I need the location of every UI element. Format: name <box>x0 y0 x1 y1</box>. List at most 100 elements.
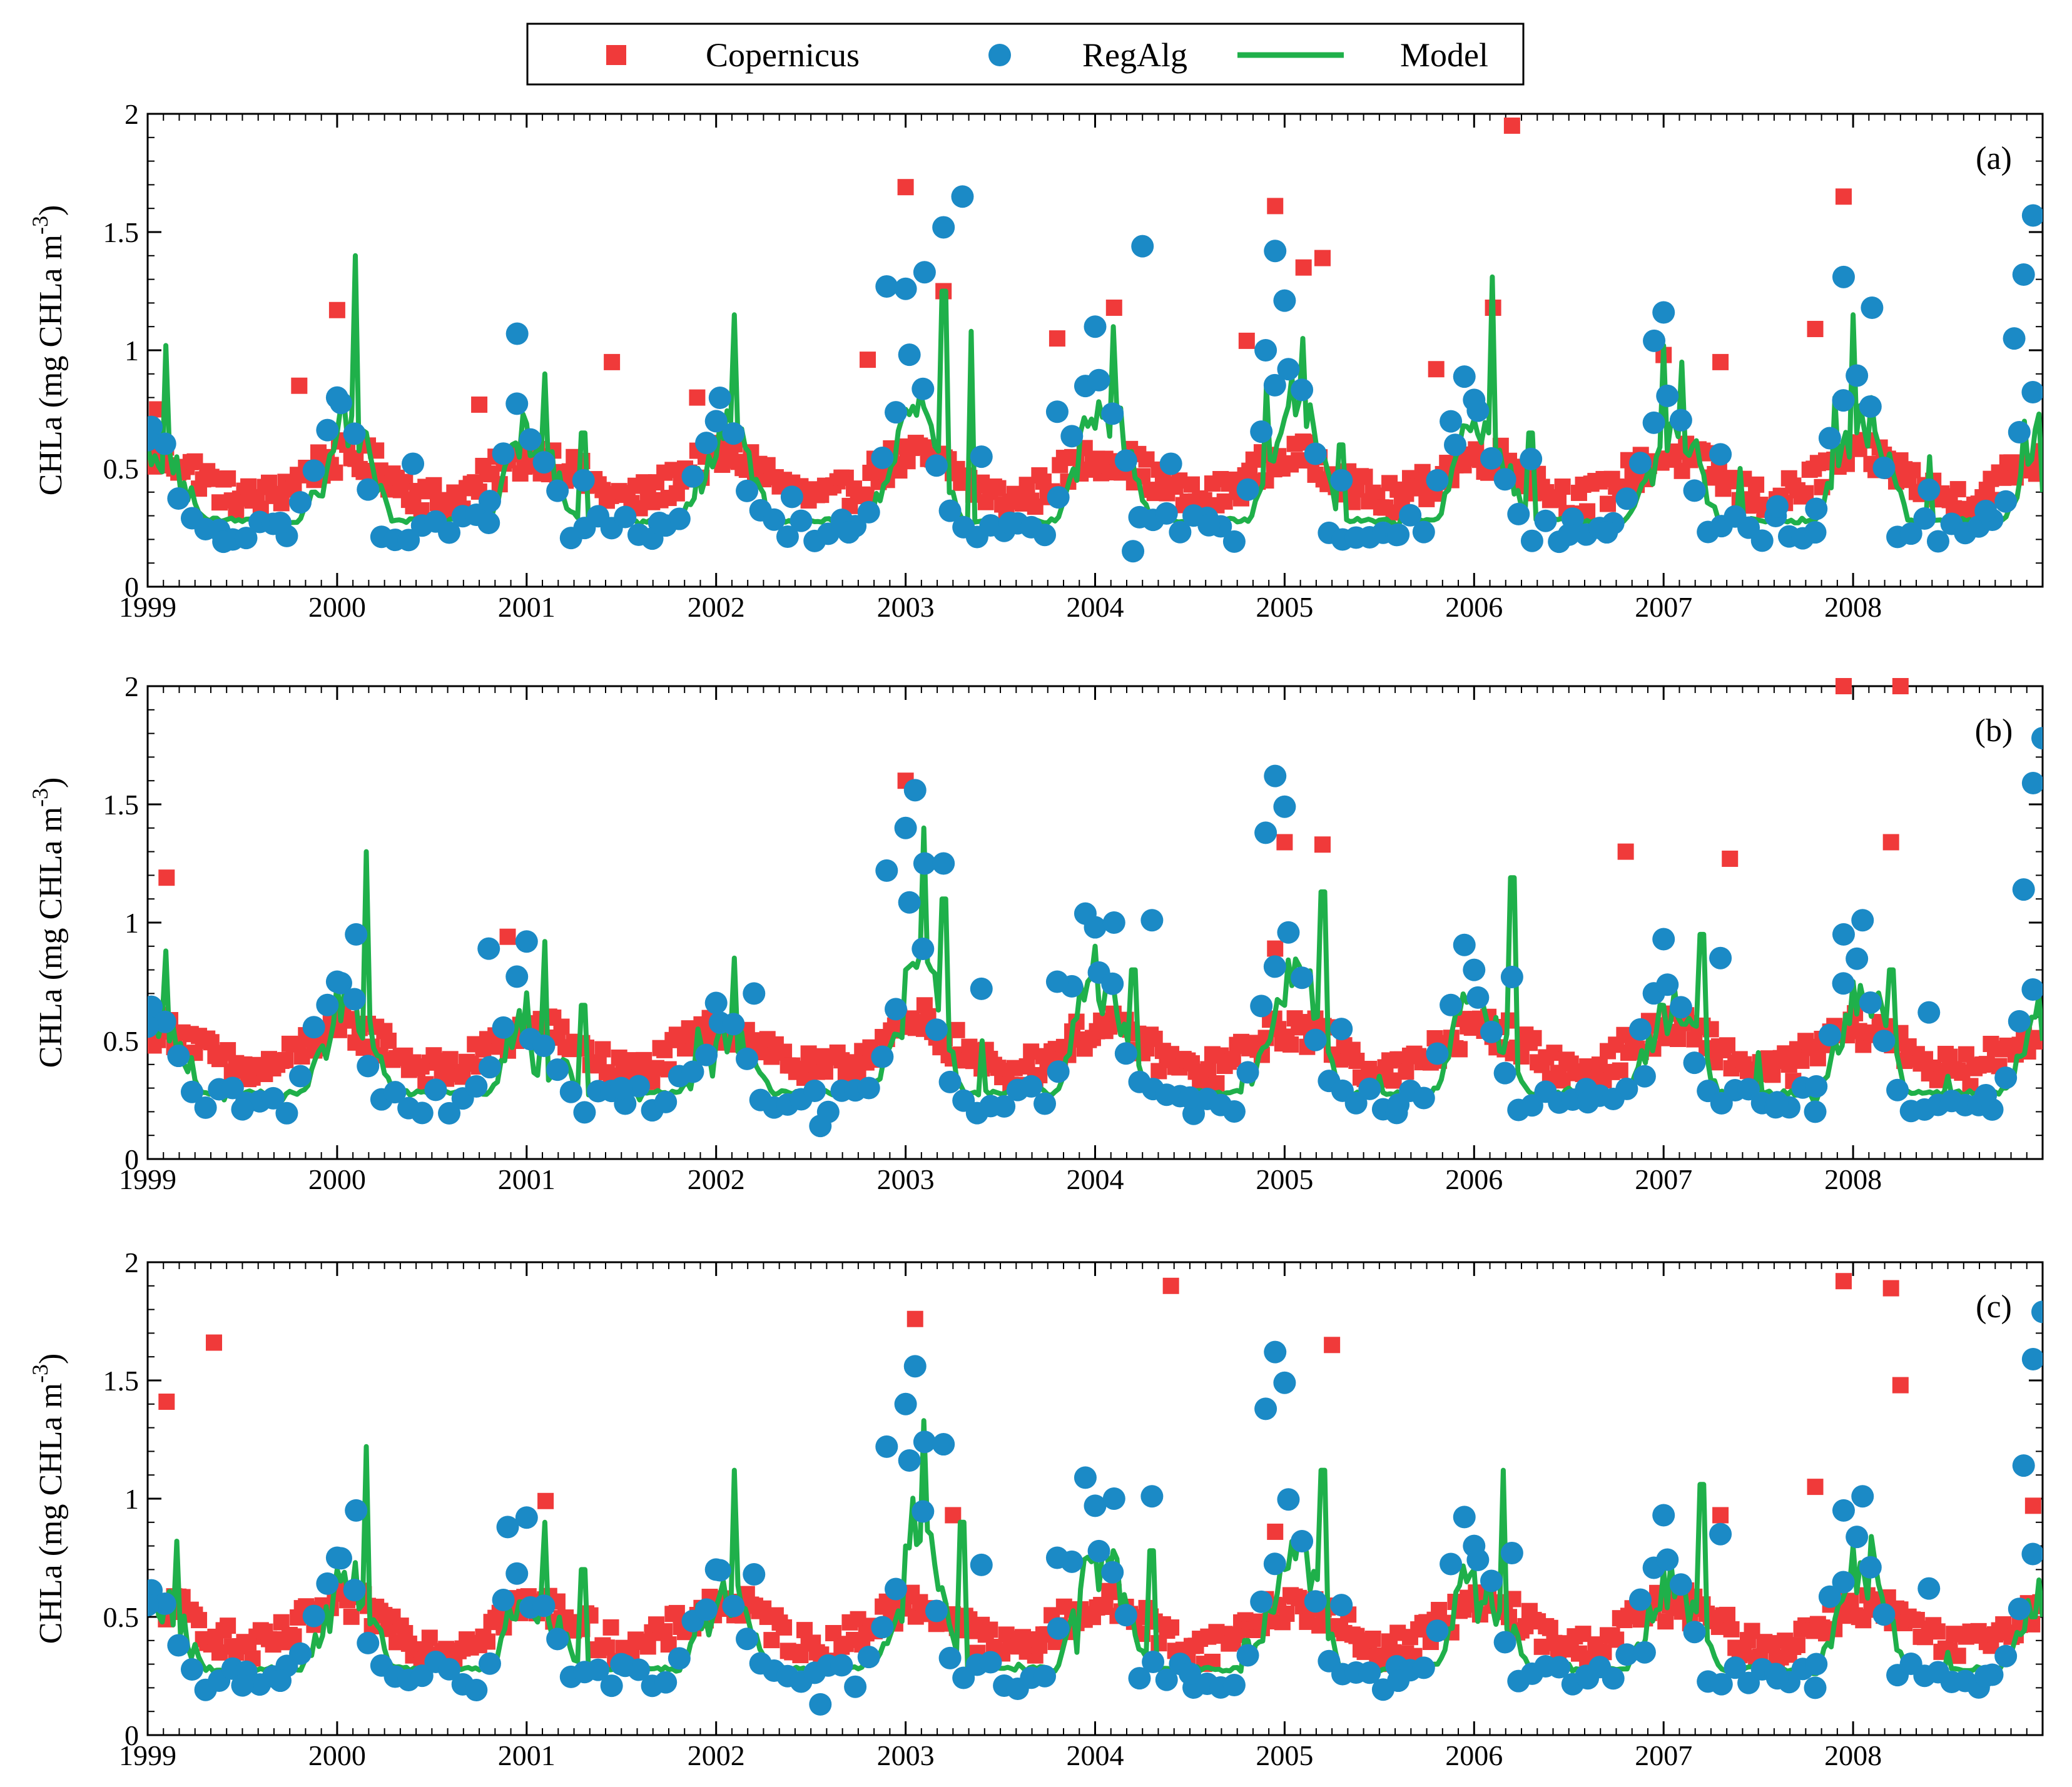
regalg-point <box>925 454 948 477</box>
regalg-point <box>695 1043 718 1066</box>
regalg-point <box>1899 522 1922 545</box>
regalg-point <box>1656 973 1679 996</box>
regalg-point <box>894 816 917 839</box>
x-tick-label: 2000 <box>308 1163 366 1195</box>
regalg-point <box>492 1588 515 1611</box>
copernicus-point <box>553 1018 570 1035</box>
regalg-point <box>1804 1100 1827 1123</box>
regalg-point <box>1466 986 1490 1009</box>
copernicus-point <box>425 477 442 494</box>
regalg-point <box>1263 373 1286 397</box>
regalg-point <box>695 432 718 455</box>
regalg-point <box>1264 764 1287 787</box>
x-tick-label: 2001 <box>498 1163 556 1195</box>
regalg-point <box>505 1562 529 1585</box>
regalg-point <box>492 442 515 465</box>
regalg-point <box>1656 384 1679 407</box>
regalg-point <box>1273 1371 1296 1394</box>
regalg-point <box>1101 1561 1124 1584</box>
copernicus-point <box>291 377 308 394</box>
regalg-point <box>1412 1656 1435 1679</box>
y-tick-label: 1 <box>124 907 139 939</box>
copernicus-point <box>1324 1337 1341 1354</box>
regalg-point <box>1047 486 1070 509</box>
regalg-point <box>1974 1083 1998 1106</box>
regalg-point <box>875 1435 898 1458</box>
regalg-point <box>302 1604 325 1628</box>
regalg-point <box>1291 966 1314 990</box>
regalg-point <box>871 1045 894 1068</box>
regalg-point <box>938 1646 962 1669</box>
regalg-point <box>1463 958 1486 981</box>
regalg-point <box>1615 1643 1638 1666</box>
regalg-point <box>1520 1094 1543 1117</box>
regalg-point <box>269 511 292 534</box>
y-tick-label: 1.5 <box>103 216 140 248</box>
copernicus-point <box>220 470 236 487</box>
regalg-point <box>1832 923 1855 946</box>
regalg-point <box>1084 916 1107 939</box>
regalg-point <box>1178 1086 1201 1109</box>
plot-area <box>148 1273 2043 1716</box>
regalg-point <box>345 1499 368 1522</box>
regalg-point <box>704 991 728 1015</box>
legend-label-model: Model <box>1400 36 1488 74</box>
x-tick-label: 2000 <box>308 1739 366 1771</box>
copernicus-point <box>945 1507 962 1524</box>
regalg-point <box>912 1500 935 1523</box>
regalg-point <box>871 1616 894 1639</box>
regalg-point <box>1724 1656 1747 1679</box>
x-tick-label: 2004 <box>1067 591 1124 623</box>
copernicus-point <box>273 495 290 512</box>
regalg-point <box>424 1078 447 1101</box>
regalg-point <box>2021 380 2043 403</box>
copernicus-point <box>639 1638 656 1655</box>
regalg-point <box>546 1628 569 1651</box>
regalg-point <box>1832 1571 1855 1594</box>
regalg-point <box>1291 378 1314 402</box>
regalg-point <box>610 1076 633 1100</box>
x-tick-label: 2005 <box>1256 1163 1313 1195</box>
regalg-point <box>1169 520 1192 544</box>
regalg-point <box>1859 395 1882 418</box>
y-axis-title: CHLa (mg CHLa m-3) <box>28 1354 69 1644</box>
copernicus-point <box>1282 1036 1299 1053</box>
regalg-point <box>668 507 691 530</box>
y-tick-label: 0 <box>124 571 139 603</box>
x-tick-label: 1999 <box>119 1739 176 1771</box>
regalg-point <box>505 322 529 345</box>
regalg-point <box>1264 1340 1287 1364</box>
regalg-point <box>1832 972 1855 995</box>
regalg-point <box>231 1674 254 1697</box>
copernicus-point <box>343 1608 360 1625</box>
regalg-point <box>885 998 908 1021</box>
regalg-point <box>180 1658 203 1681</box>
regalg-point <box>610 1653 633 1676</box>
copernicus-point <box>1712 1507 1729 1524</box>
x-tick-label: 1999 <box>119 1163 176 1195</box>
copernicus-point <box>471 396 488 413</box>
regalg-point <box>1440 993 1463 1016</box>
regalg-point <box>1330 468 1353 492</box>
regalg-point <box>1480 447 1503 470</box>
x-tick-label: 2008 <box>1824 1739 1882 1771</box>
regalg-point <box>1557 523 1580 546</box>
regalg-point <box>343 988 366 1011</box>
regalg-point <box>1250 1590 1273 1613</box>
regalg-point <box>857 1646 880 1669</box>
regalg-point <box>1615 487 1638 510</box>
regalg-point <box>477 511 500 534</box>
regalg-point <box>1399 504 1422 527</box>
regalg-point <box>1818 1585 1841 1608</box>
regalg-point <box>970 977 993 1000</box>
x-tick-label: 2006 <box>1445 591 1503 623</box>
regalg-point <box>925 1018 948 1041</box>
regalg-point <box>532 451 556 474</box>
regalg-point <box>148 428 159 452</box>
regalg-point <box>1859 991 1882 1015</box>
regalg-point <box>1254 821 1277 844</box>
y-axis-title-sup: -3 <box>28 1364 53 1383</box>
regalg-point <box>1493 468 1516 491</box>
regalg-point <box>180 1080 203 1103</box>
regalg-point <box>1087 368 1110 392</box>
